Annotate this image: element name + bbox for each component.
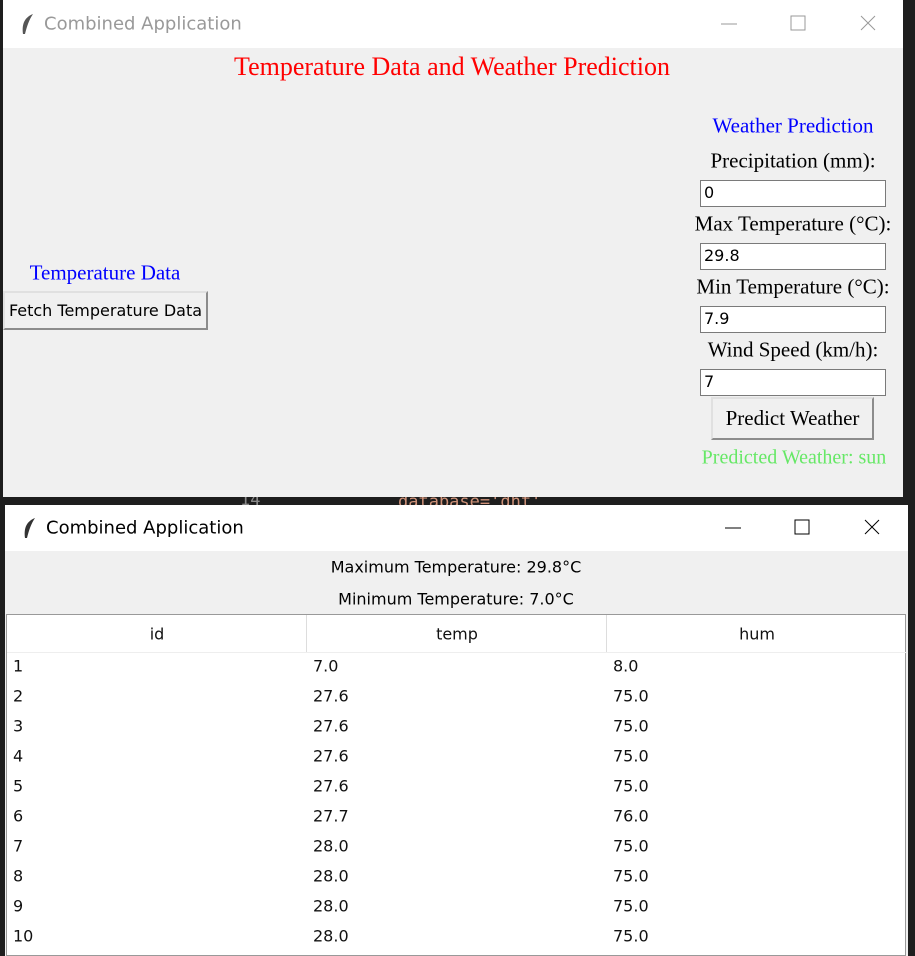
table-cell: 75.0 [613, 866, 649, 886]
window: Combined Application Maximum Temperature… [5, 505, 908, 956]
table-cell: 27.6 [313, 716, 349, 736]
table-cell: 5 [13, 776, 24, 796]
table-cell: 27.7 [313, 806, 349, 826]
window-title: Combined Application [46, 517, 244, 539]
section-title: Temperature Data [29, 260, 181, 285]
heading: Temperature Data and Weather Prediction [234, 52, 670, 81]
table-cell: 10 [13, 926, 34, 946]
table-cell: 75.0 [613, 716, 649, 736]
table-cell: 75.0 [613, 686, 649, 706]
data-table: id temp hum 1 7.0 8.0 2 27.6 75.0 3 27.6 75.0 4 27.6 7… [6, 614, 907, 956]
column-divider [606, 615, 607, 652]
max-temperature: Maximum Temperature: 29.8°C [330, 557, 582, 577]
app-icon [24, 518, 35, 538]
app-icon [22, 14, 33, 34]
window: Combined Application Temperature Data an… [3, 0, 903, 497]
table-cell: 75.0 [613, 746, 649, 766]
field-entry[interactable]: 0 [700, 180, 886, 207]
table-cell: 6 [13, 806, 24, 826]
predict-button[interactable]: Predict Weather [711, 397, 874, 440]
window-controls[interactable] [715, 516, 895, 540]
table-cell: 75.0 [613, 926, 649, 946]
field-entry[interactable]: 7.9 [700, 306, 886, 333]
table-cell: 76.0 [613, 806, 649, 826]
table-cell: 75.0 [613, 896, 649, 916]
table-cell: 28.0 [313, 866, 349, 886]
table-cell: 3 [13, 716, 24, 736]
fetch-button[interactable]: Fetch Temperature Data [3, 291, 208, 330]
table-cell: 28.0 [313, 836, 349, 856]
title-bar: Combined Application [3, 0, 903, 48]
window-controls[interactable] [713, 12, 893, 36]
table-cell: 7.0 [313, 656, 339, 676]
table-cell: 27.6 [313, 746, 349, 766]
table-cell: 27.6 [313, 686, 349, 706]
field-label: Min Temperature (°C): [696, 274, 890, 299]
table-cell: 8.0 [613, 656, 639, 676]
column-divider [306, 615, 307, 652]
column-header: hum [739, 624, 775, 644]
field-label: Wind Speed (km/h): [707, 337, 879, 362]
field-entry[interactable]: 7 [700, 369, 886, 396]
table-cell: 1 [13, 656, 24, 676]
window-title: Combined Application [44, 13, 242, 35]
column-header: id [149, 624, 165, 644]
prediction-result: Predicted Weather: sun [701, 446, 887, 469]
header-divider [7, 652, 907, 653]
section-title: Weather Prediction [712, 113, 874, 138]
table-cell: 2 [13, 686, 24, 706]
table-cell: 28.0 [313, 896, 349, 916]
table-cell: 9 [13, 896, 24, 916]
table-cell: 28.0 [313, 926, 349, 946]
table-cell: 75.0 [613, 836, 649, 856]
column-header: temp [436, 624, 478, 644]
table-cell: 7 [13, 836, 24, 856]
title-bar: Combined Application [5, 505, 908, 551]
field-entry[interactable]: 29.8 [700, 243, 886, 270]
table-cell: 8 [13, 866, 24, 886]
min-temperature: Minimum Temperature: 7.0°C [338, 589, 574, 609]
field-label: Precipitation (mm): [710, 148, 876, 173]
table-cell: 75.0 [613, 776, 649, 796]
table-cell: 4 [13, 746, 24, 766]
field-label: Max Temperature (°C): [694, 211, 892, 236]
table-cell: 27.6 [313, 776, 349, 796]
